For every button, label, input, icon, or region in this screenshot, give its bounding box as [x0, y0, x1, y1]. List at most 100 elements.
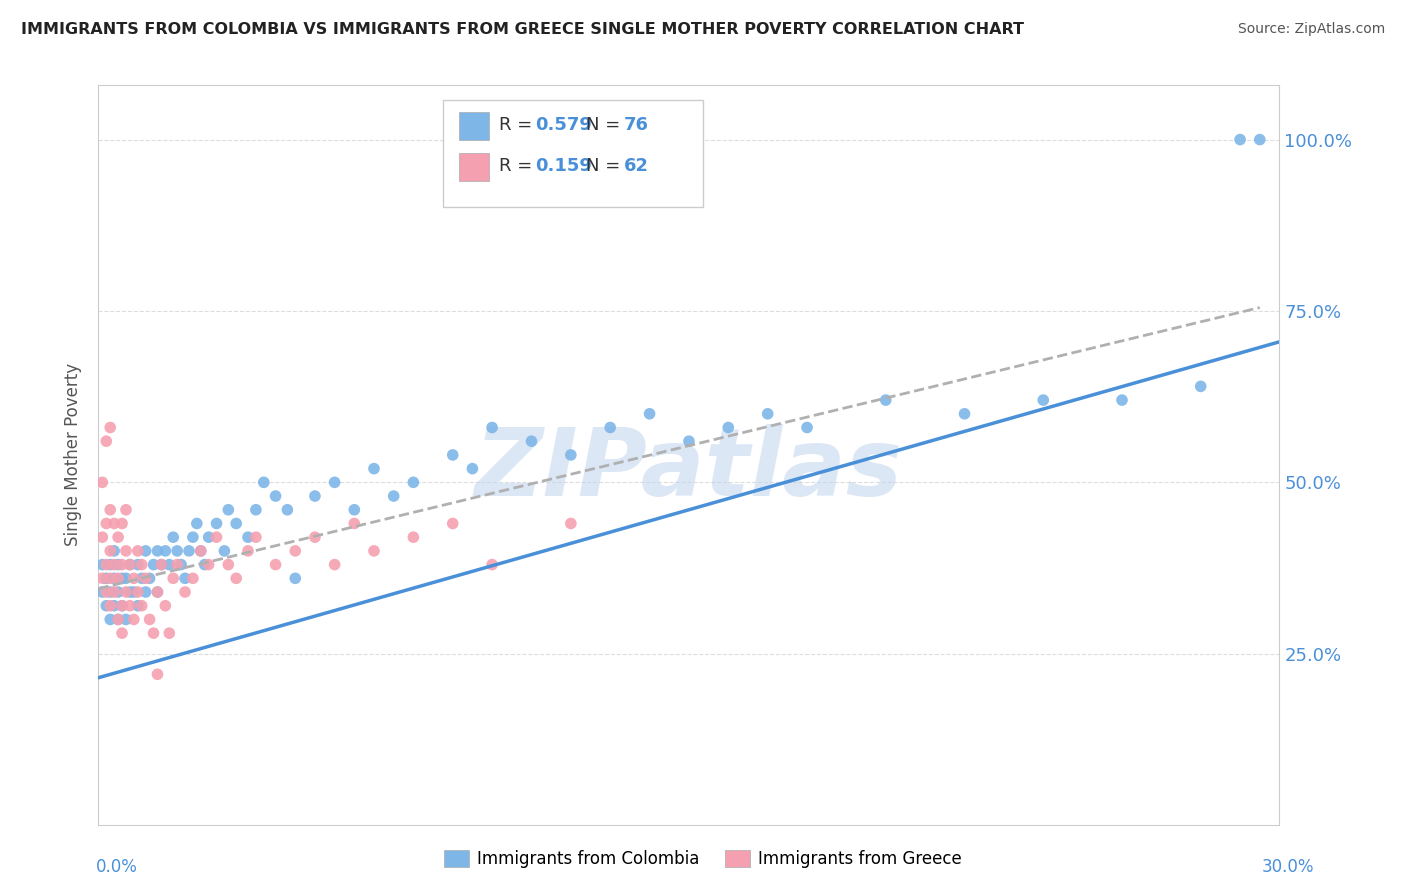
Point — [96, 599, 118, 613]
Point — [107, 585, 129, 599]
Point — [177, 544, 200, 558]
Point — [1249, 132, 1271, 146]
Point — [131, 558, 153, 572]
Point — [107, 612, 129, 626]
Text: 62: 62 — [624, 157, 650, 175]
Text: 76: 76 — [624, 117, 650, 135]
Point — [142, 626, 165, 640]
Point — [560, 448, 582, 462]
Point — [214, 544, 236, 558]
Point — [98, 558, 121, 572]
Point — [323, 475, 346, 490]
Point — [103, 571, 125, 585]
Point — [363, 544, 385, 558]
Point — [96, 434, 118, 449]
Point — [91, 530, 114, 544]
Point — [174, 571, 197, 585]
Point — [264, 558, 287, 572]
Point — [170, 558, 193, 572]
Point — [150, 558, 173, 572]
Point — [142, 558, 165, 572]
Point — [174, 585, 197, 599]
Point — [236, 544, 259, 558]
Point — [1189, 379, 1212, 393]
Point — [678, 434, 700, 449]
Y-axis label: Single Mother Poverty: Single Mother Poverty — [65, 363, 83, 547]
Point — [91, 558, 114, 572]
Point — [127, 585, 149, 599]
Point — [146, 585, 169, 599]
Point — [441, 516, 464, 531]
Point — [157, 626, 180, 640]
Point — [205, 516, 228, 531]
Point — [284, 544, 307, 558]
Point — [157, 558, 180, 572]
Point — [253, 475, 276, 490]
Point — [875, 393, 897, 408]
Point — [96, 585, 118, 599]
Point — [284, 571, 307, 585]
Point — [225, 571, 247, 585]
Point — [103, 599, 125, 613]
Point — [264, 489, 287, 503]
Point — [245, 530, 267, 544]
Point — [190, 544, 212, 558]
Point — [127, 599, 149, 613]
Text: IMMIGRANTS FROM COLOMBIA VS IMMIGRANTS FROM GREECE SINGLE MOTHER POVERTY CORRELA: IMMIGRANTS FROM COLOMBIA VS IMMIGRANTS F… — [21, 22, 1024, 37]
FancyBboxPatch shape — [458, 112, 489, 140]
Point — [127, 558, 149, 572]
Point — [96, 558, 118, 572]
Point — [186, 516, 208, 531]
Point — [638, 407, 661, 421]
Point — [197, 530, 219, 544]
Point — [461, 461, 484, 475]
Point — [181, 530, 204, 544]
Point — [135, 571, 157, 585]
Point — [111, 599, 134, 613]
Point — [111, 516, 134, 531]
Point — [225, 516, 247, 531]
Point — [98, 599, 121, 613]
Point — [98, 544, 121, 558]
Point — [304, 530, 326, 544]
Point — [343, 502, 366, 516]
Point — [96, 516, 118, 531]
Point — [1111, 393, 1133, 408]
Point — [118, 558, 141, 572]
Point — [118, 599, 141, 613]
Point — [91, 571, 114, 585]
Point — [98, 612, 121, 626]
Point — [150, 558, 173, 572]
Text: N =: N = — [586, 117, 626, 135]
Point — [127, 544, 149, 558]
Point — [118, 558, 141, 572]
Point — [304, 489, 326, 503]
Point — [103, 544, 125, 558]
Point — [343, 516, 366, 531]
Point — [599, 420, 621, 434]
Point — [155, 544, 177, 558]
Point — [98, 502, 121, 516]
Point — [402, 530, 425, 544]
Point — [146, 544, 169, 558]
Text: R =: R = — [499, 157, 537, 175]
Point — [107, 612, 129, 626]
Point — [162, 571, 184, 585]
Text: 0.0%: 0.0% — [96, 858, 138, 876]
Point — [107, 530, 129, 544]
Point — [131, 599, 153, 613]
Point — [146, 585, 169, 599]
Point — [194, 558, 217, 572]
Point — [135, 544, 157, 558]
Text: Source: ZipAtlas.com: Source: ZipAtlas.com — [1237, 22, 1385, 37]
Point — [103, 516, 125, 531]
Point — [190, 544, 212, 558]
Point — [96, 571, 118, 585]
Point — [217, 558, 239, 572]
Point — [276, 502, 298, 516]
Point — [481, 420, 503, 434]
Point — [953, 407, 976, 421]
Point — [796, 420, 818, 434]
Text: ZIPatlas: ZIPatlas — [475, 424, 903, 516]
Point — [756, 407, 779, 421]
